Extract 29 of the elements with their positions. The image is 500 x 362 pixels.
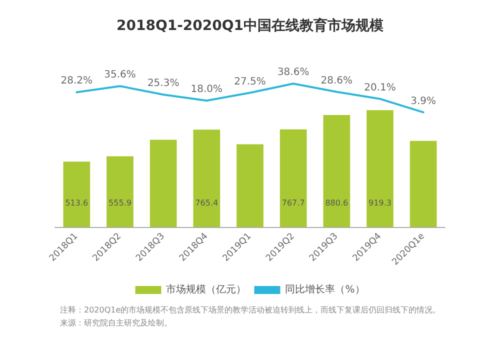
data-label: 20.1% xyxy=(364,82,396,94)
legend-label: 市场规模（亿元） xyxy=(166,284,246,296)
data-label: 28.2% xyxy=(60,76,93,87)
bar xyxy=(193,130,220,227)
bar xyxy=(63,162,90,227)
bar xyxy=(106,156,134,227)
bar xyxy=(323,115,350,227)
data-label: 765.4 xyxy=(195,198,218,208)
source-note: 来源：研究院自主研究及绘制。 xyxy=(60,318,172,328)
data-label: 513.6 xyxy=(65,198,88,208)
data-label: 35.6% xyxy=(104,70,136,81)
bar xyxy=(410,140,437,227)
data-label: 28.6% xyxy=(320,75,353,86)
chart-title: 2018Q1-2020Q1中国在线教育市场规模 xyxy=(116,17,385,34)
data-label: 18.0% xyxy=(190,84,223,96)
data-label: 3.9% xyxy=(410,96,436,107)
legend-label: 同比增长率（%） xyxy=(285,284,365,296)
text: 注释：2020Q1e的市场规模不包含原线下场景的教学活动被迫转到线上，而线下复课后仍回归线下的情况。 xyxy=(60,306,441,314)
bar xyxy=(236,144,264,227)
bar xyxy=(150,140,177,227)
data-label: 880.6 xyxy=(325,198,348,208)
data-label: 919.3 xyxy=(368,198,392,208)
bar xyxy=(280,129,307,227)
data-label: 555.9 xyxy=(108,198,132,208)
data-label: 25.3% xyxy=(147,78,180,90)
data-label: 27.5% xyxy=(234,76,266,88)
data-label: 38.6% xyxy=(277,67,310,78)
data-label: 767.7 xyxy=(282,198,305,208)
bar xyxy=(366,110,394,227)
